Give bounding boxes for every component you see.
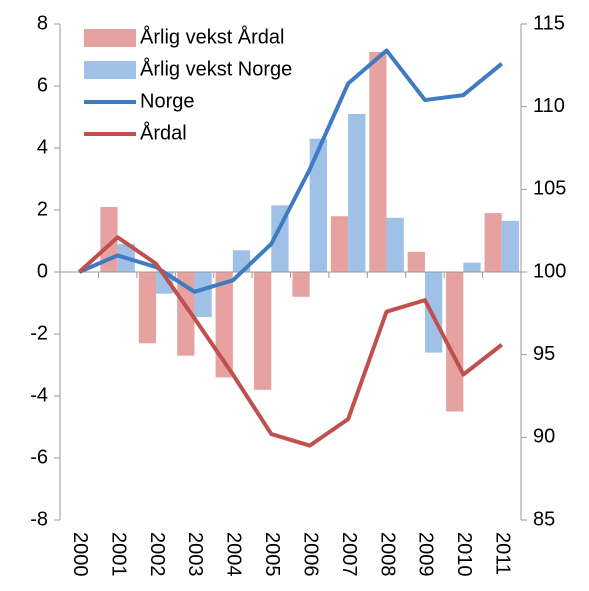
bar [446, 272, 464, 412]
y-tick-label: -4 [30, 384, 48, 406]
x-tick-label: 2011 [492, 532, 514, 575]
y-tick-label: 0 [37, 260, 48, 282]
x-tick-label: 2005 [261, 532, 283, 577]
y-tick-label: 6 [37, 74, 48, 96]
legend-label: Norge [140, 90, 194, 112]
bar [254, 272, 272, 390]
bar [309, 138, 327, 272]
legend-label: Årlig vekst Norge [140, 57, 292, 80]
y-tick-label: -8 [30, 508, 48, 530]
x-tick-label: 2009 [415, 532, 437, 577]
x-tick-label: 2006 [299, 532, 321, 577]
bar [348, 113, 366, 273]
legend-label: Årlig vekst Årdal [140, 25, 285, 48]
y2-tick-label: 95 [533, 343, 555, 365]
y2-tick-label: 85 [533, 508, 555, 530]
x-tick-label: 2008 [376, 532, 398, 577]
bar [501, 220, 520, 272]
x-tick-label: 2002 [146, 532, 168, 577]
bar [194, 272, 212, 317]
line [78, 48, 504, 294]
y-tick-label: 2 [37, 198, 48, 220]
y-tick-label: 8 [37, 12, 48, 34]
bar [215, 272, 233, 378]
y-tick-label: 4 [37, 136, 48, 158]
legend-swatch [84, 61, 136, 79]
x-tick-label: 2001 [107, 532, 129, 577]
bar [177, 272, 195, 356]
bar [484, 213, 502, 272]
x-tick-label: 2003 [184, 532, 206, 577]
bar [292, 272, 310, 297]
bar [407, 251, 425, 272]
y2-tick-label: 105 [533, 178, 566, 200]
x-tick-label: 2004 [223, 532, 245, 577]
y-tick-label: -2 [30, 322, 48, 344]
legend-swatch [84, 29, 136, 47]
line [77, 235, 504, 448]
y-tick-label: -6 [30, 446, 48, 468]
y2-tick-label: 110 [533, 95, 565, 117]
y2-tick-label: 115 [533, 12, 565, 34]
legend-label: Årdal [140, 121, 187, 144]
bar [330, 216, 349, 272]
bar [386, 217, 404, 272]
y2-tick-label: 100 [533, 260, 566, 282]
x-tick-label: 2007 [338, 532, 360, 577]
y2-tick-label: 90 [533, 426, 555, 448]
x-tick-label: 2000 [69, 532, 91, 577]
bar [424, 272, 443, 353]
bar [369, 51, 387, 273]
bar [138, 272, 157, 344]
x-tick-label: 2010 [453, 532, 475, 577]
bar [463, 262, 481, 272]
